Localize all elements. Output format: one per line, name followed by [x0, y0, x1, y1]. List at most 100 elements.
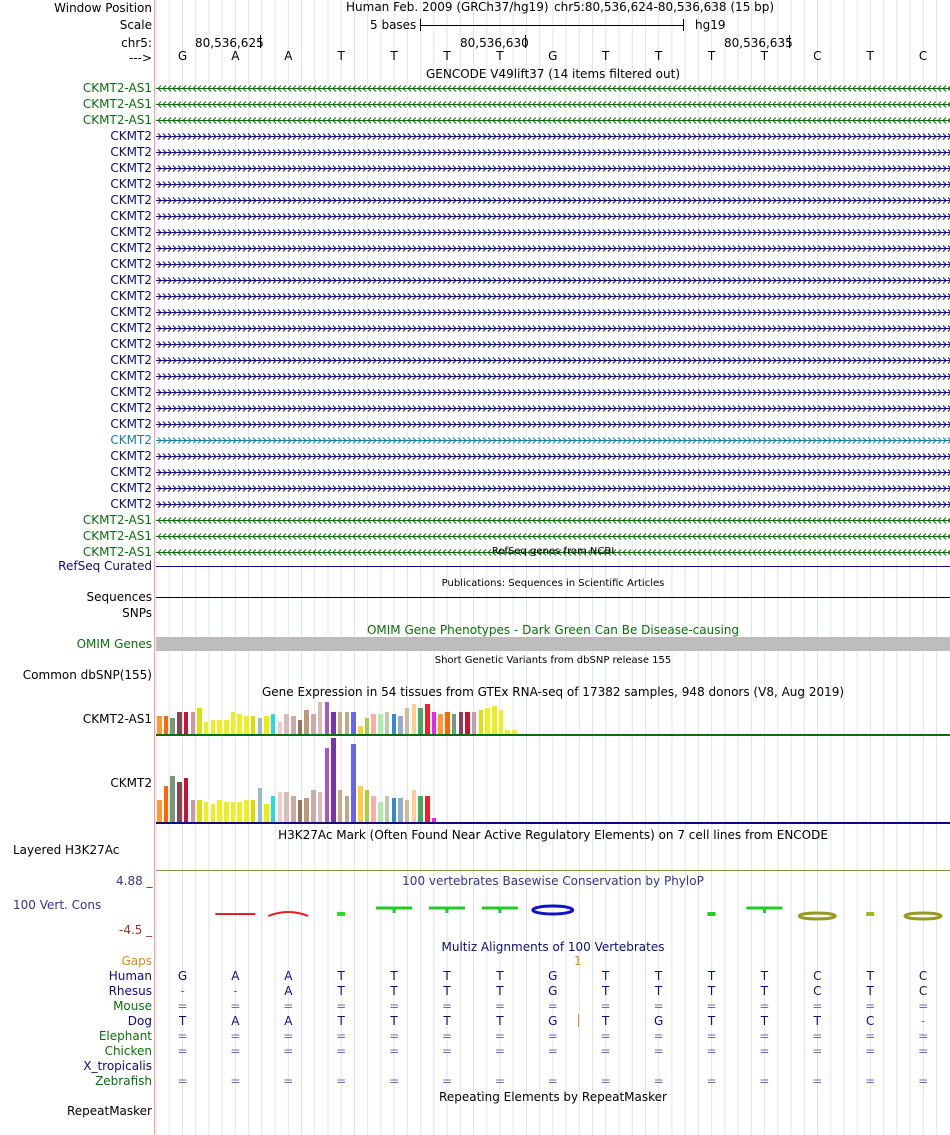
gencode-track-label[interactable]: CKMT2 — [110, 225, 152, 239]
gtex-bar[interactable] — [237, 802, 242, 822]
gencode-track-feature[interactable] — [156, 209, 950, 223]
gencode-track-feature[interactable] — [156, 305, 950, 319]
gencode-track-feature[interactable] — [156, 145, 950, 159]
multiz-species-label[interactable]: Elephant — [98, 1029, 152, 1043]
gtex-bar[interactable] — [203, 722, 209, 734]
gtex-bar[interactable] — [324, 702, 330, 734]
gencode-title[interactable]: GENCODE V49lift37 (14 items filtered out… — [425, 67, 680, 81]
gtex-bar[interactable] — [465, 712, 470, 734]
gtex-bar[interactable] — [344, 796, 350, 822]
gencode-track-feature[interactable] — [156, 321, 950, 335]
refseq-title[interactable]: RefSeq genes from NCBI — [491, 546, 615, 557]
gencode-track-label[interactable]: CKMT2 — [110, 449, 152, 463]
gencode-track-feature[interactable] — [156, 289, 950, 303]
gtex-bar[interactable] — [425, 704, 430, 734]
gtex-bar[interactable] — [324, 748, 330, 822]
gencode-track-label[interactable]: CKMT2 — [110, 321, 152, 335]
gencode-track-label[interactable]: CKMT2 — [110, 401, 152, 415]
gtex-bar[interactable] — [257, 788, 263, 822]
gtex-bar[interactable] — [398, 716, 403, 734]
gencode-track-label[interactable]: CKMT2-AS1 — [82, 513, 152, 527]
gencode-track-feature[interactable] — [156, 241, 950, 255]
gtex-bar[interactable] — [304, 710, 309, 734]
gtex-bar[interactable] — [404, 800, 410, 822]
gtex-bar[interactable] — [210, 720, 216, 734]
gencode-track-label[interactable]: CKMT2 — [110, 465, 152, 479]
gencode-track-feature[interactable] — [156, 497, 950, 511]
gtex-bar[interactable] — [217, 720, 222, 734]
gtex-bar[interactable] — [284, 714, 289, 734]
multiz-species-label[interactable]: Mouse — [113, 999, 152, 1013]
gtex-bar[interactable] — [451, 714, 457, 734]
gtex-bar[interactable] — [270, 714, 276, 734]
gencode-track-label[interactable]: CKMT2 — [110, 337, 152, 351]
gencode-track-label[interactable]: CKMT2 — [110, 385, 152, 399]
gencode-track-label[interactable]: CKMT2 — [110, 129, 152, 143]
gencode-track-label[interactable]: CKMT2 — [110, 305, 152, 319]
gtex-bar[interactable] — [157, 716, 162, 734]
gtex-bar[interactable] — [311, 790, 316, 822]
gtex-bar[interactable] — [250, 800, 256, 822]
gtex-bar[interactable] — [244, 800, 249, 822]
gencode-track-feature[interactable] — [156, 433, 950, 447]
gtex-bar[interactable] — [358, 786, 363, 822]
gtex-bar[interactable] — [177, 782, 182, 822]
gtex-bar[interactable] — [378, 714, 383, 734]
gtex-bar[interactable] — [264, 804, 269, 822]
gtex-gene-1-label[interactable]: CKMT2-AS1 — [82, 712, 152, 726]
gtex-bar[interactable] — [358, 726, 363, 734]
gencode-track-label[interactable]: CKMT2 — [110, 433, 152, 447]
gtex-bar[interactable] — [384, 712, 390, 734]
gtex-bar[interactable] — [163, 786, 169, 822]
gencode-track-feature[interactable] — [156, 513, 950, 527]
repeatmasker-label[interactable]: RepeatMasker — [66, 1104, 152, 1118]
gtex-bar[interactable] — [371, 714, 376, 734]
gtex-bar[interactable] — [331, 738, 336, 822]
gencode-track-feature[interactable] — [156, 81, 950, 95]
gtex-bar[interactable] — [418, 708, 423, 734]
h3k27ac-title[interactable]: H3K27Ac Mark (Often Found Near Active Re… — [278, 828, 828, 842]
gencode-track-feature[interactable] — [156, 465, 950, 479]
gtex-bar[interactable] — [183, 712, 189, 734]
gtex-bar[interactable] — [398, 798, 403, 822]
position-text[interactable]: chr5:80,536,624-80,536,638 (15 bp) — [554, 0, 775, 14]
gtex-bar[interactable] — [224, 802, 229, 822]
gencode-track-feature[interactable] — [156, 385, 950, 399]
gencode-track-label[interactable]: CKMT2 — [110, 161, 152, 175]
gtex-bar[interactable] — [270, 796, 276, 822]
gencode-track-label[interactable]: CKMT2 — [110, 209, 152, 223]
gtex-bar[interactable] — [277, 722, 283, 734]
gencode-track-feature[interactable] — [156, 369, 950, 383]
gencode-track-label[interactable]: CKMT2-AS1 — [82, 545, 152, 559]
multiz-species-label[interactable]: Rhesus — [108, 984, 152, 998]
h3k27ac-label[interactable]: Layered H3K27Ac — [13, 843, 120, 857]
gencode-track-label[interactable]: CKMT2 — [110, 417, 152, 431]
gtex-bar[interactable] — [197, 708, 202, 734]
gencode-track-label[interactable]: CKMT2 — [110, 193, 152, 207]
gtex-bar[interactable] — [384, 796, 390, 822]
gtex-bar[interactable] — [170, 718, 175, 734]
gtex-bar[interactable] — [438, 714, 443, 734]
gtex-bar[interactable] — [197, 800, 202, 822]
gtex-bar[interactable] — [331, 712, 336, 734]
gtex-bar[interactable] — [492, 706, 497, 734]
gencode-track-label[interactable]: CKMT2 — [110, 241, 152, 255]
gencode-track-feature[interactable] — [156, 193, 950, 207]
gtex-bar[interactable] — [203, 802, 209, 822]
gtex-bar[interactable] — [291, 796, 296, 822]
multiz-species-label[interactable]: Dog — [127, 1014, 152, 1028]
gtex-bar[interactable] — [190, 712, 196, 734]
gtex-bar[interactable] — [317, 702, 323, 734]
gtex-bar[interactable] — [445, 712, 450, 734]
conservation-title[interactable]: 100 vertebrates Basewise Conservation by… — [402, 874, 704, 888]
gtex-bar[interactable] — [277, 792, 283, 822]
multiz-species-label[interactable]: Human — [108, 969, 152, 983]
gtex-bar[interactable] — [391, 798, 397, 822]
gtex-bar[interactable] — [351, 744, 356, 822]
gencode-track-feature[interactable] — [156, 353, 950, 367]
multiz-title[interactable]: Multiz Alignments of 100 Vertebrates — [441, 940, 665, 954]
gtex-bar[interactable] — [364, 718, 370, 734]
gtex-bar[interactable] — [411, 790, 417, 822]
gtex-bar[interactable] — [230, 802, 236, 822]
gtex-bar[interactable] — [257, 718, 263, 734]
